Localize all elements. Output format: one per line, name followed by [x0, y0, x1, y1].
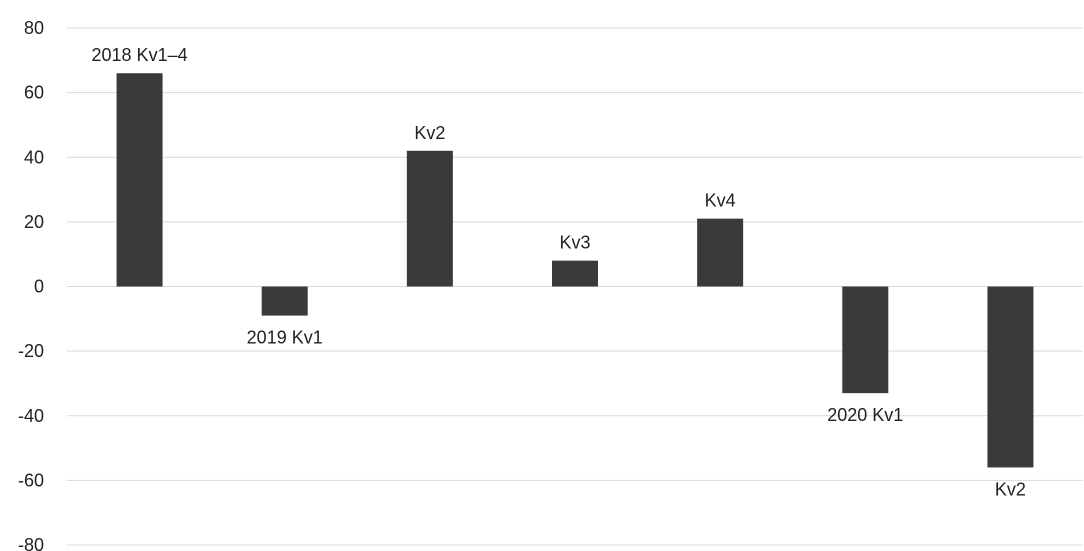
bar-5	[842, 286, 889, 394]
y-tick-label: -20	[18, 341, 44, 361]
bar-label-2: Kv2	[414, 123, 445, 143]
bars	[116, 73, 1034, 468]
bar-4	[697, 218, 744, 287]
bar-label-3: Kv3	[559, 233, 590, 253]
y-tick-label: -40	[18, 406, 44, 426]
bar-label-6: Kv2	[995, 479, 1026, 499]
bar-2	[406, 150, 453, 287]
y-tick-label: 20	[24, 212, 44, 232]
bar-0	[116, 73, 163, 287]
y-tick-label: 0	[34, 277, 44, 297]
y-tick-label: 40	[24, 147, 44, 167]
bar-3	[552, 260, 598, 287]
y-axis-tick-labels: 80 60 40 20 0 -20 -40 -60 -80	[18, 18, 44, 551]
bar-6	[987, 286, 1034, 468]
y-tick-label: 80	[24, 18, 44, 38]
bar-label-4: Kv4	[705, 191, 736, 211]
y-tick-label: -80	[18, 535, 44, 551]
bar-label-1: 2019 Kv1	[247, 328, 323, 348]
bar-labels: 2018 Kv1–4 2019 Kv1 Kv2 Kv3 Kv4 2020 Kv1 Kv2	[92, 45, 1026, 499]
bar-label-5: 2020 Kv1	[827, 405, 903, 425]
bar-label-0: 2018 Kv1–4	[92, 45, 188, 65]
y-tick-label: -60	[18, 470, 44, 490]
bar-1	[261, 286, 308, 316]
y-tick-label: 60	[24, 83, 44, 103]
